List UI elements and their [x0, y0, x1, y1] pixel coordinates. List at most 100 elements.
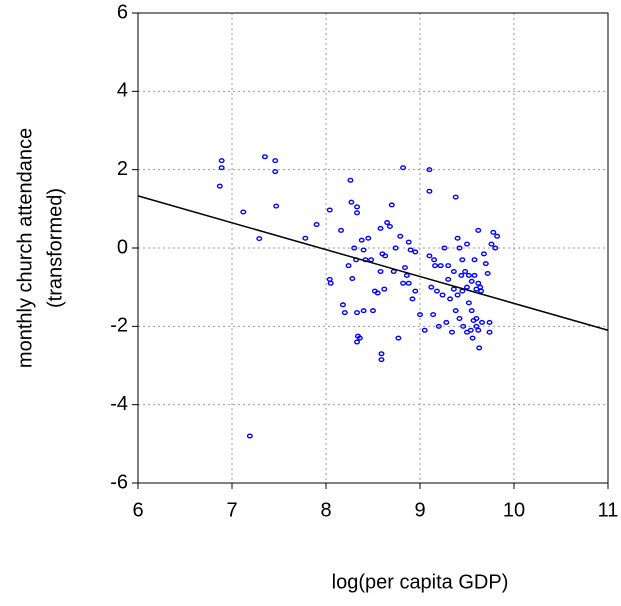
- point: [378, 351, 385, 357]
- point: [477, 284, 484, 290]
- point: [478, 288, 485, 294]
- point: [417, 312, 424, 318]
- point: [421, 327, 428, 333]
- point: [479, 319, 486, 325]
- point: [460, 323, 467, 329]
- point: [354, 310, 361, 316]
- point: [484, 270, 491, 276]
- point: [368, 257, 375, 263]
- y-tick-label: 4: [117, 80, 128, 102]
- y-tick-label: 6: [117, 1, 128, 23]
- plot-frame: [137, 12, 609, 484]
- point: [458, 272, 465, 278]
- point: [475, 280, 482, 286]
- point: [473, 323, 480, 329]
- point: [482, 261, 489, 267]
- point: [365, 235, 372, 241]
- point: [426, 167, 433, 173]
- point: [494, 233, 501, 239]
- point: [475, 327, 482, 333]
- point: [401, 265, 408, 271]
- point: [459, 257, 466, 263]
- point: [348, 199, 355, 205]
- point: [356, 335, 363, 341]
- point: [486, 319, 493, 325]
- y-tick-label: 2: [117, 158, 128, 180]
- point: [456, 316, 463, 322]
- point: [358, 237, 365, 243]
- point: [488, 241, 495, 247]
- point: [354, 339, 361, 345]
- x-tick-label: 10: [503, 499, 525, 521]
- point: [476, 345, 483, 351]
- point: [327, 280, 334, 286]
- point: [390, 269, 397, 275]
- point: [261, 154, 268, 160]
- point: [347, 177, 354, 183]
- point: [450, 269, 457, 275]
- point: [378, 357, 385, 363]
- point: [475, 227, 482, 233]
- point: [395, 335, 402, 341]
- point: [272, 169, 279, 175]
- point: [256, 236, 263, 242]
- point: [445, 263, 452, 269]
- point: [313, 221, 320, 227]
- point: [388, 202, 395, 208]
- point: [439, 292, 446, 298]
- point: [384, 220, 391, 226]
- point: [471, 272, 478, 278]
- point: [405, 239, 412, 245]
- y-tick-label: 0: [117, 236, 128, 258]
- x-tick-label: 8: [320, 499, 331, 521]
- y-tick-label: -4: [110, 393, 128, 415]
- point: [465, 300, 472, 306]
- point: [405, 280, 412, 286]
- point: [412, 288, 419, 294]
- point: [452, 308, 459, 314]
- point: [338, 227, 345, 233]
- point: [377, 225, 384, 231]
- point: [430, 312, 437, 318]
- point: [351, 245, 358, 251]
- point: [464, 284, 471, 290]
- point: [272, 158, 279, 164]
- x-tick-label: 6: [132, 499, 143, 521]
- point: [473, 316, 480, 322]
- point: [452, 194, 459, 200]
- point: [400, 280, 407, 286]
- point: [349, 276, 356, 282]
- point: [469, 335, 476, 341]
- point: [467, 327, 474, 333]
- x-axis-label: log(per capita GDP): [332, 571, 509, 593]
- point: [435, 323, 442, 329]
- point: [454, 292, 461, 298]
- point: [354, 204, 361, 210]
- point: [360, 247, 367, 253]
- point: [431, 257, 438, 263]
- point: [432, 263, 439, 269]
- point: [240, 209, 247, 215]
- point: [412, 249, 419, 255]
- fit-line: [137, 195, 609, 331]
- point: [447, 296, 454, 302]
- point: [397, 233, 404, 239]
- point: [386, 223, 393, 229]
- point: [407, 247, 414, 253]
- point: [218, 165, 225, 171]
- point: [433, 288, 440, 294]
- point: [437, 263, 444, 269]
- x-tick-label: 7: [226, 499, 237, 521]
- point: [381, 286, 388, 292]
- point: [464, 241, 471, 247]
- point: [409, 296, 416, 302]
- point: [370, 308, 377, 314]
- point: [382, 253, 389, 259]
- point: [462, 269, 469, 275]
- point: [273, 203, 280, 209]
- point: [445, 276, 452, 282]
- point: [246, 433, 253, 439]
- point: [400, 165, 407, 171]
- x-tick-label: 11: [598, 499, 619, 521]
